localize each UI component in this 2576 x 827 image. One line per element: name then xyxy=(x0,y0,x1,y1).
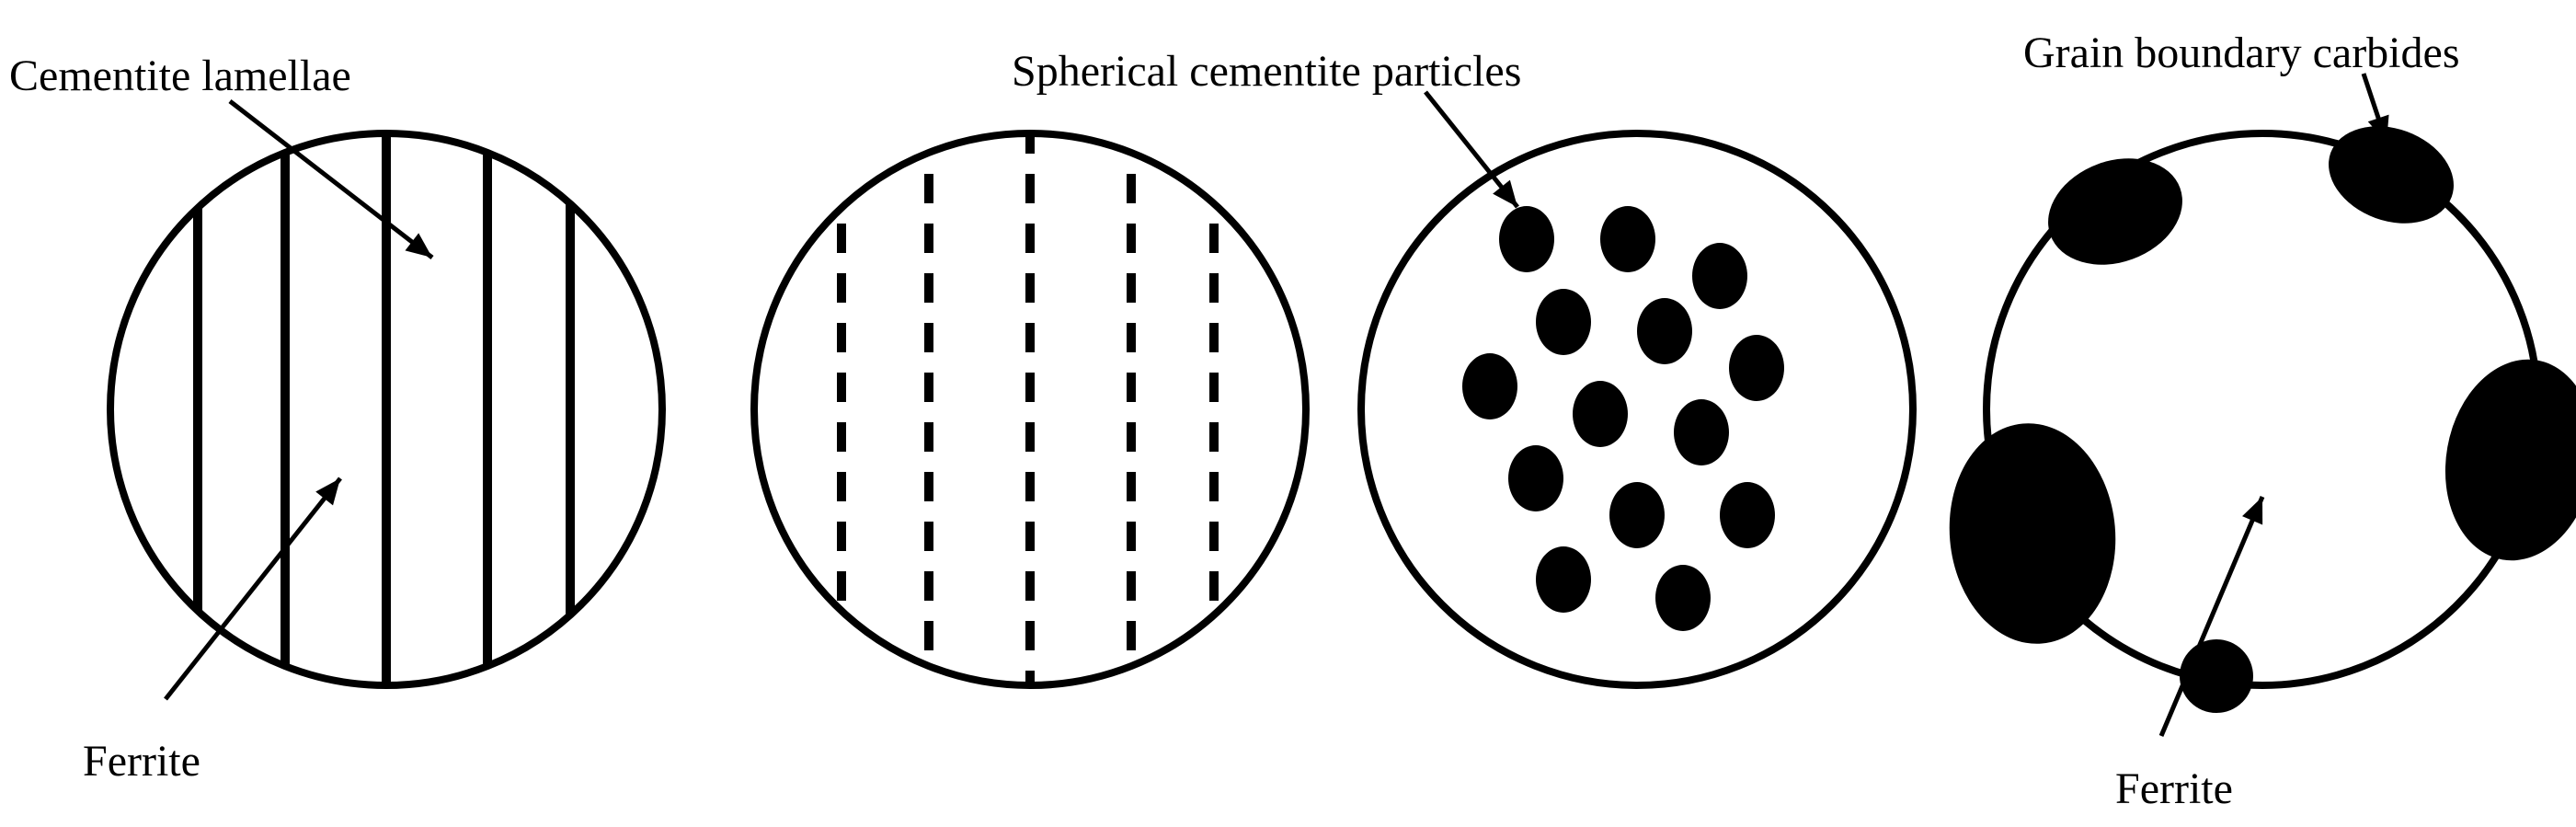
spherical-particles-group xyxy=(1462,206,1784,631)
cementite-particle xyxy=(1462,353,1517,419)
cementite-particle xyxy=(1692,243,1747,309)
dashed-lamellae-group xyxy=(841,124,1214,695)
boundary-carbide xyxy=(1941,417,2124,651)
cementite-particle xyxy=(1536,546,1591,613)
lamellae-group xyxy=(198,124,570,695)
diagram-canvas xyxy=(0,0,2576,827)
cementite-particle xyxy=(1609,482,1665,548)
cementite-particle xyxy=(1573,381,1628,447)
arrow-cementite-lamellae xyxy=(230,101,432,258)
cementite-particle xyxy=(1674,399,1729,465)
cementite-particle xyxy=(1720,482,1775,548)
arrow-ferrite-left xyxy=(166,478,340,699)
cementite-particle xyxy=(1508,445,1563,511)
boundary-carbide xyxy=(2430,348,2576,572)
cementite-particle xyxy=(1600,206,1655,272)
cementite-particle xyxy=(1499,206,1554,272)
boundary-carbides-group xyxy=(1941,109,2576,713)
cementite-particle xyxy=(1637,298,1692,364)
boundary-carbide xyxy=(2315,109,2467,240)
boundary-carbide xyxy=(2033,141,2198,283)
boundary-carbide xyxy=(2180,639,2253,713)
cementite-particle xyxy=(1536,289,1591,355)
cementite-particle xyxy=(1655,565,1711,631)
cementite-particle xyxy=(1729,335,1784,401)
grain-circle-2 xyxy=(754,133,1306,685)
